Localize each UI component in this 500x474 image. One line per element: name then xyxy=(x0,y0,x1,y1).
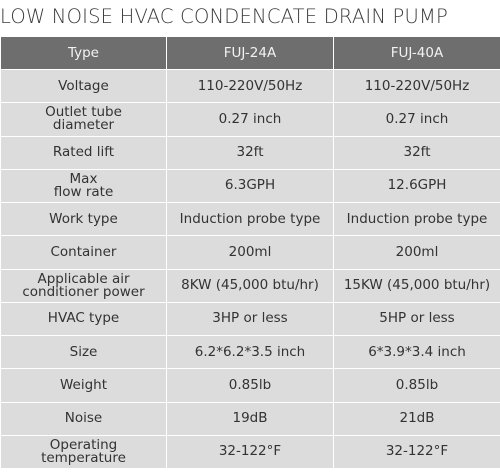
table-cell: 19dB xyxy=(166,401,334,436)
row-label: Weight xyxy=(0,368,167,403)
table-cell: 21dB xyxy=(333,401,500,436)
table-cell: 8KW (45,000 btu/hr) xyxy=(166,268,334,303)
header-cell: Type xyxy=(0,36,167,70)
table-row: Weight 0.85lb 0.85lb xyxy=(0,368,500,403)
table-cell: 32ft xyxy=(333,135,500,170)
table-cell: 32-122°F xyxy=(333,434,500,470)
row-label: Max flow rate xyxy=(0,168,167,204)
table-cell: 0.85lb xyxy=(333,368,500,403)
row-label: Voltage xyxy=(0,68,167,104)
table-cell: 6.2*6.2*3.5 inch xyxy=(166,334,334,370)
row-label: Size xyxy=(0,334,167,370)
table-row: Work type Induction probe type Induction p… xyxy=(0,201,500,237)
header-cell: FUJ-40A xyxy=(333,36,500,70)
row-label: Container xyxy=(0,235,167,270)
row-label: Applicable air conditioner power xyxy=(0,268,167,303)
row-label: Work type xyxy=(0,201,167,237)
table-row: Size 6.2*6.2*3.5 inch 6*3.9*3.4 inch xyxy=(0,334,500,370)
table-cell: 6.3GPH xyxy=(166,168,334,204)
page-title: LOW NOISE HVAC CONDENCATE DRAIN PUMP xyxy=(0,5,448,28)
table-row: Voltage 110-220V/50Hz 110-220V/50Hz xyxy=(0,68,500,104)
row-label: Noise xyxy=(0,401,167,436)
header-row: Type FUJ-24A FUJ-40A xyxy=(0,36,500,70)
table-row: Outlet tube diameter 0.27 inch 0.27 inch xyxy=(0,102,500,137)
table-cell: 12.6GPH xyxy=(333,168,500,204)
spec-table: Type FUJ-24A FUJ-40A Voltage 110-220V/50Hz 1… xyxy=(0,36,500,470)
table-row: Container 200ml 200ml xyxy=(0,235,500,270)
table-cell: 3HP or less xyxy=(166,301,334,337)
table-cell: Induction probe type xyxy=(166,201,334,237)
table-cell: 110-220V/50Hz xyxy=(333,68,500,104)
table-cell: 32ft xyxy=(166,135,334,170)
header-cell: FUJ-24A xyxy=(166,36,334,70)
row-label: Rated lift xyxy=(0,135,167,170)
row-label: Operating temperature xyxy=(0,434,167,470)
table-row: HVAC type 3HP or less 5HP or less xyxy=(0,301,500,337)
row-label: HVAC type xyxy=(0,301,167,337)
table-cell: Induction probe type xyxy=(333,201,500,237)
table-row: Rated lift 32ft 32ft xyxy=(0,135,500,170)
table-row: Applicable air conditioner power 8KW (45,… xyxy=(0,268,500,303)
table-cell: 110-220V/50Hz xyxy=(166,68,334,104)
table-cell: 32-122°F xyxy=(166,434,334,470)
table-cell: 6*3.9*3.4 inch xyxy=(333,334,500,370)
table-row: Max flow rate 6.3GPH 12.6GPH xyxy=(0,168,500,204)
table-cell: 15KW (45,000 btu/hr) xyxy=(333,268,500,303)
table-row: Noise 19dB 21dB xyxy=(0,401,500,436)
table-cell: 200ml xyxy=(166,235,334,270)
table-cell: 0.27 inch xyxy=(166,102,334,137)
table-cell: 0.85lb xyxy=(166,368,334,403)
row-label: Outlet tube diameter xyxy=(0,102,167,137)
table-row: Operating temperature 32-122°F 32-122°F xyxy=(0,434,500,470)
table-cell: 0.27 inch xyxy=(333,102,500,137)
table-cell: 200ml xyxy=(333,235,500,270)
table-cell: 5HP or less xyxy=(333,301,500,337)
